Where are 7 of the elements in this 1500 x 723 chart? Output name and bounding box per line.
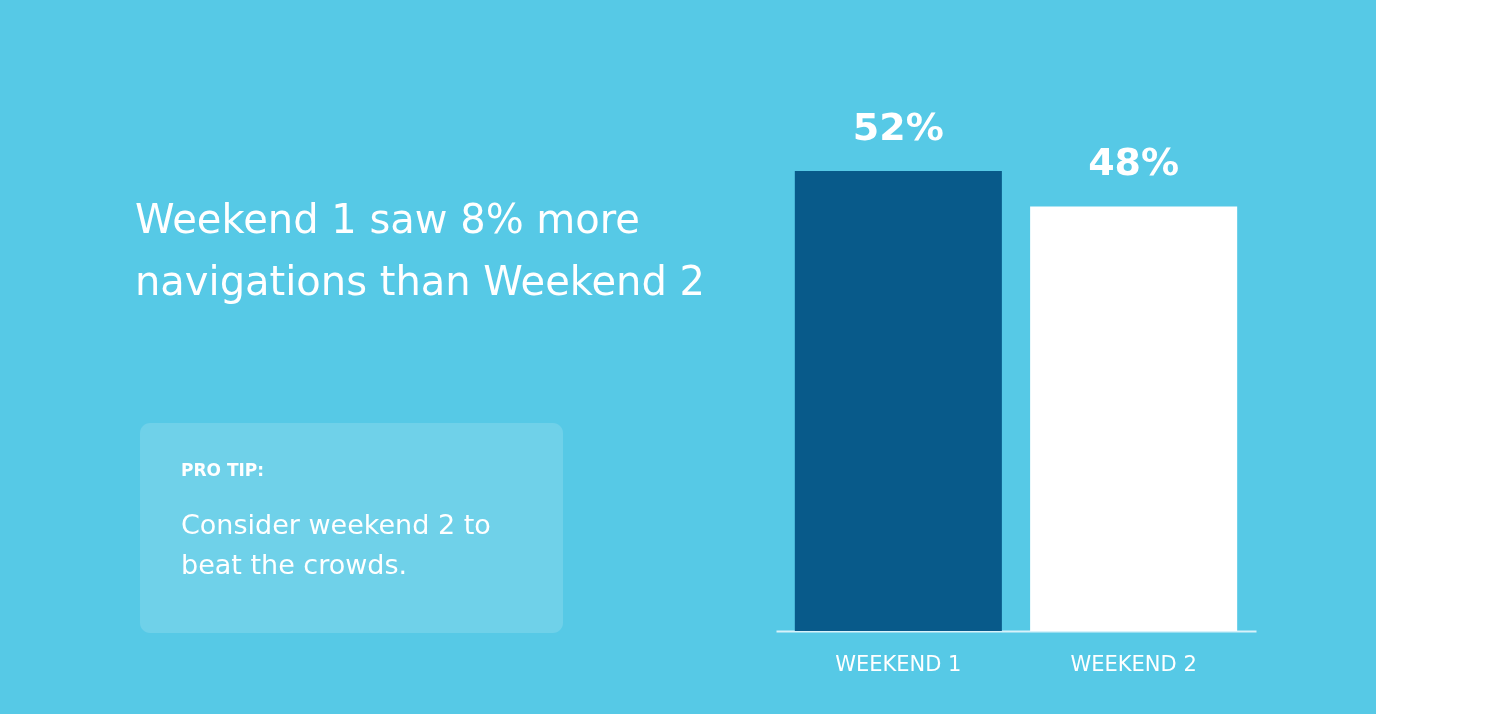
data-label: 48% xyxy=(1088,140,1180,185)
text: PRO TIP: xyxy=(181,460,265,480)
text: Consider weekend 2 to beat the crowds. xyxy=(181,509,491,580)
data-label: 52% xyxy=(852,105,944,149)
x-tick-label: WEEKEND 2 xyxy=(1070,651,1197,676)
text: Weekend 1 saw 8% more navigations than Weekend 2 xyxy=(135,196,706,304)
x-tick-label: WEEKEND 1 xyxy=(835,651,962,676)
